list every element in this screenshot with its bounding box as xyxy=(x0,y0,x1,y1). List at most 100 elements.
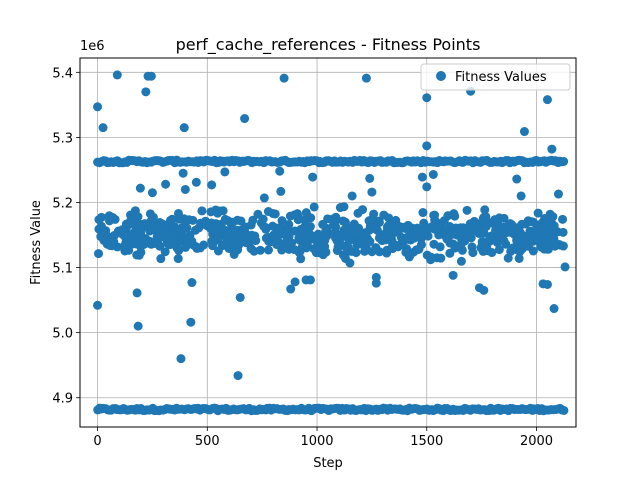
data-point xyxy=(357,229,367,239)
data-point xyxy=(94,215,104,225)
data-point xyxy=(208,241,218,251)
data-point xyxy=(186,317,196,327)
data-point xyxy=(422,93,432,103)
data-point xyxy=(309,202,319,212)
data-point xyxy=(181,242,191,252)
data-point xyxy=(442,234,452,244)
data-point xyxy=(468,248,478,258)
data-point xyxy=(499,236,509,246)
data-point xyxy=(436,253,446,263)
data-point xyxy=(449,209,459,219)
data-point xyxy=(98,123,108,133)
data-point xyxy=(321,226,331,236)
data-point xyxy=(261,233,271,243)
data-point xyxy=(179,123,189,133)
y-tick-label: 5.3 xyxy=(52,131,73,146)
data-point xyxy=(462,205,472,215)
data-point xyxy=(367,187,377,197)
data-point xyxy=(472,222,482,232)
data-point xyxy=(187,278,197,288)
x-axis-label: Step xyxy=(313,456,343,471)
data-point xyxy=(206,207,216,217)
data-point xyxy=(121,232,131,242)
data-point xyxy=(235,292,245,302)
data-point xyxy=(156,254,166,264)
data-point xyxy=(381,235,391,245)
data-point xyxy=(281,243,291,253)
data-point xyxy=(353,208,363,218)
data-point xyxy=(523,241,533,251)
data-point xyxy=(392,227,402,237)
data-point xyxy=(290,277,300,287)
data-point xyxy=(372,225,382,235)
data-point xyxy=(351,229,361,239)
data-point xyxy=(104,211,114,221)
data-point xyxy=(259,193,269,203)
data-point xyxy=(292,209,302,219)
data-point xyxy=(371,272,381,282)
data-point xyxy=(363,237,373,247)
data-point xyxy=(207,180,217,190)
data-point xyxy=(224,240,234,250)
data-point xyxy=(418,208,428,218)
data-point xyxy=(180,184,190,194)
data-point xyxy=(136,226,146,236)
data-point xyxy=(220,214,230,224)
data-point xyxy=(542,279,552,289)
data-point xyxy=(422,141,432,151)
y-tick-label: 5.4 xyxy=(52,66,73,81)
data-point xyxy=(526,233,536,243)
data-point xyxy=(401,223,411,233)
data-point xyxy=(558,241,568,251)
plot-frame xyxy=(79,57,577,428)
data-point xyxy=(360,246,370,256)
data-point xyxy=(173,254,183,264)
data-point xyxy=(161,179,171,189)
data-point xyxy=(233,371,243,381)
data-point xyxy=(448,270,458,280)
x-axis-ticks: 0 500 1000 1500 2000 xyxy=(93,427,553,449)
data-point xyxy=(361,73,371,83)
y-axis-label: Fitness Value xyxy=(29,200,44,285)
data-point xyxy=(235,238,245,248)
data-point xyxy=(364,216,374,226)
data-point xyxy=(340,253,350,263)
data-point xyxy=(312,236,322,246)
data-point xyxy=(514,253,524,263)
data-point xyxy=(191,177,201,187)
y-tick-label: 5.1 xyxy=(52,262,73,277)
data-point xyxy=(126,210,136,220)
data-point xyxy=(553,189,563,199)
data-point xyxy=(259,221,269,231)
data-point xyxy=(560,262,570,272)
data-point xyxy=(349,219,359,229)
data-point xyxy=(347,246,357,256)
data-point xyxy=(176,354,186,364)
data-point xyxy=(119,241,129,251)
x-tick-label: 500 xyxy=(195,434,220,449)
data-point xyxy=(244,232,254,242)
data-point xyxy=(136,247,146,257)
data-point xyxy=(153,221,163,231)
data-point xyxy=(487,248,497,258)
data-point xyxy=(516,191,526,201)
data-point xyxy=(139,239,149,249)
data-point xyxy=(412,223,422,233)
data-point xyxy=(364,225,374,235)
data-point xyxy=(263,207,273,217)
data-point xyxy=(289,245,299,255)
data-point xyxy=(333,233,343,243)
data-point xyxy=(117,225,127,235)
data-point xyxy=(477,240,487,250)
y-tick-label: 5.0 xyxy=(52,327,73,342)
data-point xyxy=(165,240,175,250)
data-point xyxy=(456,256,466,266)
data-point xyxy=(532,224,542,234)
data-point xyxy=(286,284,296,294)
data-point xyxy=(506,246,516,256)
data-point xyxy=(441,226,451,236)
legend-label: Fitness Values xyxy=(455,70,547,85)
data-point xyxy=(542,95,552,105)
data-point xyxy=(279,73,289,83)
data-point xyxy=(414,244,424,254)
